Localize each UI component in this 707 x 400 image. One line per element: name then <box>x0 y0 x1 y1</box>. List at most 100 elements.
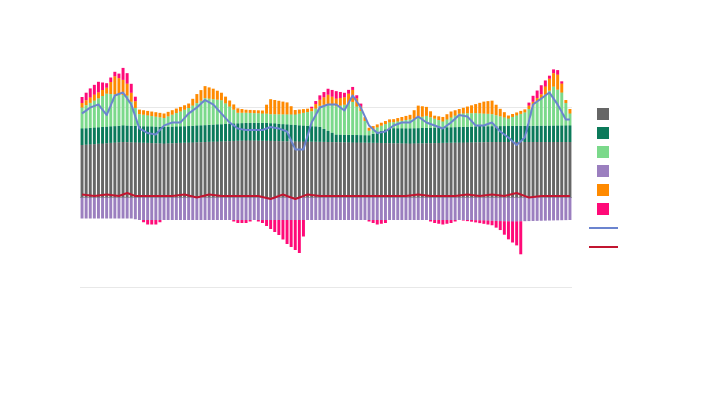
bar-s0-x118 <box>564 142 568 198</box>
bar-s2-x7 <box>109 94 113 127</box>
bar-s1-x62 <box>334 134 338 143</box>
bar-s2-x75 <box>388 122 392 129</box>
bar-s0-x78 <box>400 143 404 198</box>
bar-s4-x60 <box>326 94 330 104</box>
bar-s1-x87 <box>437 127 441 143</box>
bar-s1-x119 <box>568 125 572 142</box>
bar-s5-x46 <box>269 220 273 229</box>
bar-s2-x14 <box>137 114 141 127</box>
bar-s0-x91 <box>453 142 457 198</box>
bar-s0-x65 <box>347 142 351 198</box>
bar-s4-x37 <box>232 104 236 110</box>
bar-s0-x102 <box>498 142 502 198</box>
line-series-1 <box>81 192 570 200</box>
bar-s4-x109 <box>527 105 531 109</box>
bar-s0-x18 <box>154 143 158 198</box>
bar-s4-x98 <box>482 101 486 114</box>
bar-s1-x56 <box>310 126 314 142</box>
bar-s4-x78 <box>400 116 404 121</box>
bar-s1-x36 <box>228 123 232 142</box>
bar-s2-x54 <box>301 112 305 126</box>
bar-s1-x76 <box>392 128 396 144</box>
bar-s4-x59 <box>322 97 326 105</box>
bar-s3-x11 <box>125 197 129 219</box>
legend[interactable] <box>589 108 618 248</box>
bar-s5-x115 <box>552 69 556 74</box>
bar-s3-x30 <box>203 197 207 220</box>
bar-s0-x47 <box>273 141 277 198</box>
legend-item-4[interactable] <box>597 184 609 196</box>
bar-s0-x61 <box>330 142 334 198</box>
bar-s4-x86 <box>433 115 437 119</box>
bar-s2-x3 <box>92 100 96 128</box>
bar-s5-x59 <box>322 92 326 98</box>
bar-s0-x50 <box>285 141 289 198</box>
bar-s4-x96 <box>474 104 478 114</box>
bar-s3-x40 <box>244 197 248 220</box>
bar-s0-x85 <box>429 143 433 198</box>
bar-s4-x40 <box>244 109 248 113</box>
bar-s0-x60 <box>326 142 330 198</box>
bar-s5-x68 <box>359 103 363 107</box>
bar-s1-x33 <box>215 124 219 142</box>
legend-swatch-4 <box>597 184 609 196</box>
legend-item-1[interactable] <box>597 127 609 139</box>
legend-item-0[interactable] <box>597 108 609 120</box>
legend-item-2[interactable] <box>597 146 609 158</box>
bar-s1-x3 <box>92 127 96 145</box>
bar-s3-x57 <box>314 197 318 220</box>
bar-s5-x71 <box>371 220 375 223</box>
bar-s4-x9 <box>117 78 121 95</box>
bar-s3-x88 <box>441 197 445 220</box>
bar-s5-x47 <box>273 220 277 232</box>
bar-s1-x117 <box>560 125 564 142</box>
bar-s3-x21 <box>166 197 170 220</box>
bar-s5-x93 <box>461 220 465 221</box>
bar-s4-x54 <box>301 109 305 113</box>
bar-s4-x34 <box>219 92 223 101</box>
bar-s5-x104 <box>506 221 510 240</box>
legend-item-5[interactable] <box>597 203 609 215</box>
bar-s1-x10 <box>121 125 125 142</box>
bar-s4-x62 <box>334 98 338 107</box>
bar-s4-x41 <box>248 109 252 113</box>
bar-s1-x116 <box>556 125 560 142</box>
bar-s4-x42 <box>252 110 256 114</box>
bar-s2-x33 <box>215 99 219 125</box>
bar-s5-x38 <box>236 220 240 223</box>
bar-s4-x57 <box>314 104 318 109</box>
bar-s5-x8 <box>113 71 117 77</box>
bar-s0-x2 <box>88 144 92 198</box>
bar-s4-x13 <box>133 101 137 108</box>
bar-s1-x113 <box>543 125 547 142</box>
bar-s1-x81 <box>412 128 416 144</box>
bar-s0-x84 <box>424 143 428 198</box>
bar-s0-x29 <box>199 142 203 198</box>
bar-s1-x25 <box>183 126 187 143</box>
bar-s4-x2 <box>88 97 92 103</box>
bar-s3-x113 <box>543 197 547 221</box>
bar-s3-x24 <box>178 197 182 220</box>
bar-s3-x103 <box>502 197 506 222</box>
bar-s5-x9 <box>117 73 121 79</box>
bar-s2-x99 <box>486 113 490 127</box>
bar-s3-x43 <box>256 197 260 220</box>
legend-item-3[interactable] <box>597 165 609 177</box>
bar-s5-x113 <box>543 80 547 87</box>
bar-s2-x67 <box>355 106 359 136</box>
bar-s5-x7 <box>109 77 113 82</box>
bar-s4-x32 <box>211 88 215 100</box>
bar-s0-x9 <box>117 142 121 198</box>
bar-s2-x72 <box>375 127 379 133</box>
bar-s3-x54 <box>301 197 305 220</box>
bar-s1-x114 <box>547 125 551 142</box>
bar-s5-x74 <box>383 220 387 223</box>
bar-s3-x116 <box>556 197 560 221</box>
bar-s1-x107 <box>519 125 523 142</box>
bar-s3-x110 <box>531 197 535 221</box>
bar-s1-x5 <box>101 127 105 144</box>
bar-s5-x111 <box>535 90 539 99</box>
bar-s5-x44 <box>260 220 264 223</box>
bar-s3-x33 <box>215 197 219 220</box>
bar-s5-x57 <box>314 101 318 105</box>
